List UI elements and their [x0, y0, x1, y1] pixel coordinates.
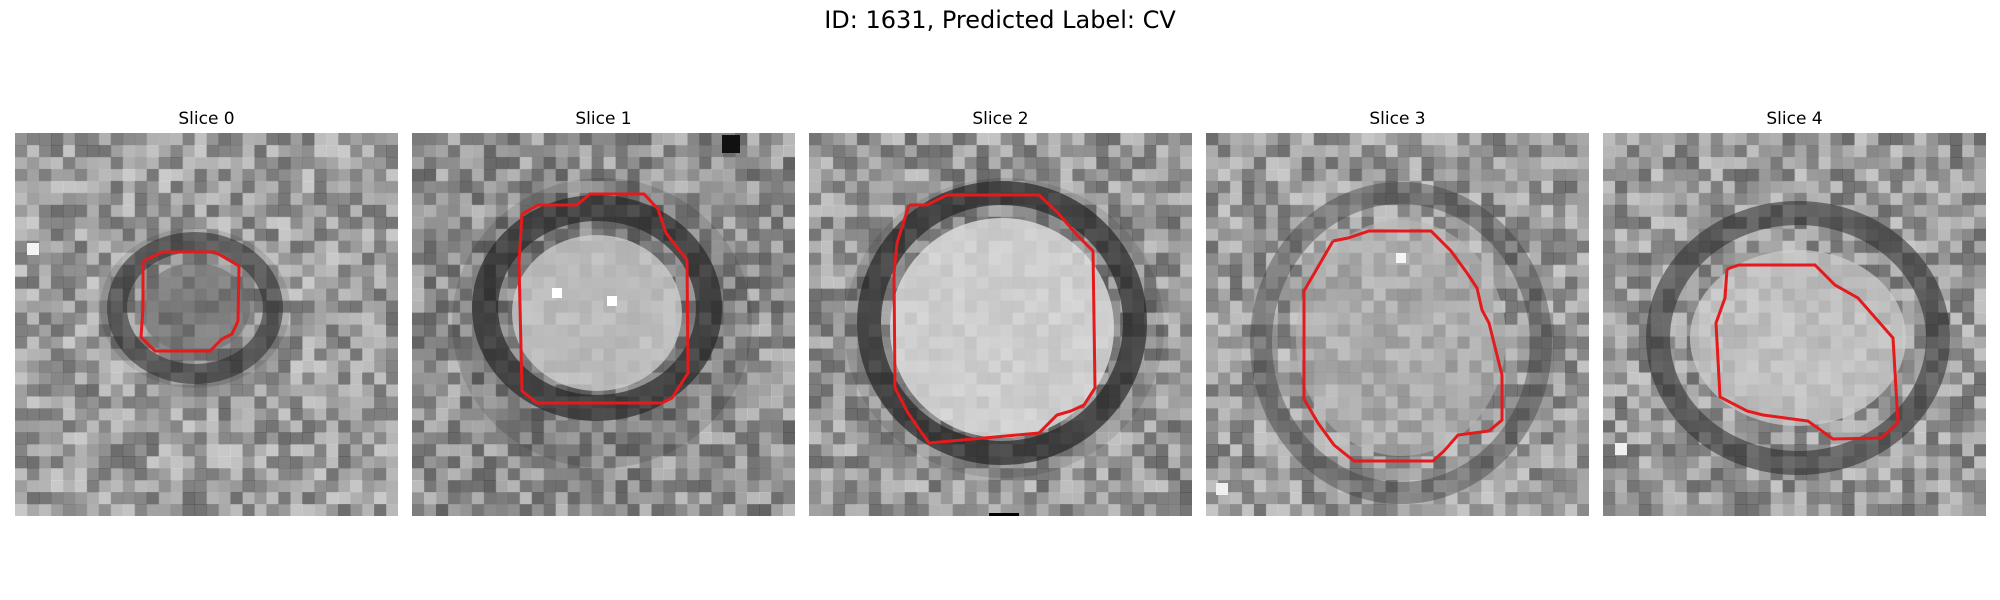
- slice-image-4-svg: [1603, 133, 1986, 516]
- slice-image-1: [412, 133, 795, 516]
- slice-title-4: Slice 4: [1603, 108, 1986, 130]
- slice-image-2: [809, 133, 1192, 516]
- slice-image-0: [15, 133, 398, 516]
- slice-image-2-svg: [809, 133, 1192, 516]
- slice-title-3: Slice 3: [1206, 108, 1589, 130]
- slice-image-0-svg: [15, 133, 398, 516]
- slice-panel-0: Slice 0: [15, 108, 398, 516]
- slice-image-3-svg: [1206, 133, 1589, 516]
- figure-title: ID: 1631, Predicted Label: CV: [0, 6, 2000, 34]
- slice-panel-3: Slice 3: [1206, 108, 1589, 516]
- slice-title-0: Slice 0: [15, 108, 398, 130]
- slice-panel-2: Slice 2: [809, 108, 1192, 516]
- slice-title-1: Slice 1: [412, 108, 795, 130]
- slice-image-1-svg: [412, 133, 795, 516]
- slice-title-2: Slice 2: [809, 108, 1192, 130]
- slice-image-4: [1603, 133, 1986, 516]
- slice-panel-1: Slice 1: [412, 108, 795, 516]
- slice-image-3: [1206, 133, 1589, 516]
- slice-panel-4: Slice 4: [1603, 108, 1986, 516]
